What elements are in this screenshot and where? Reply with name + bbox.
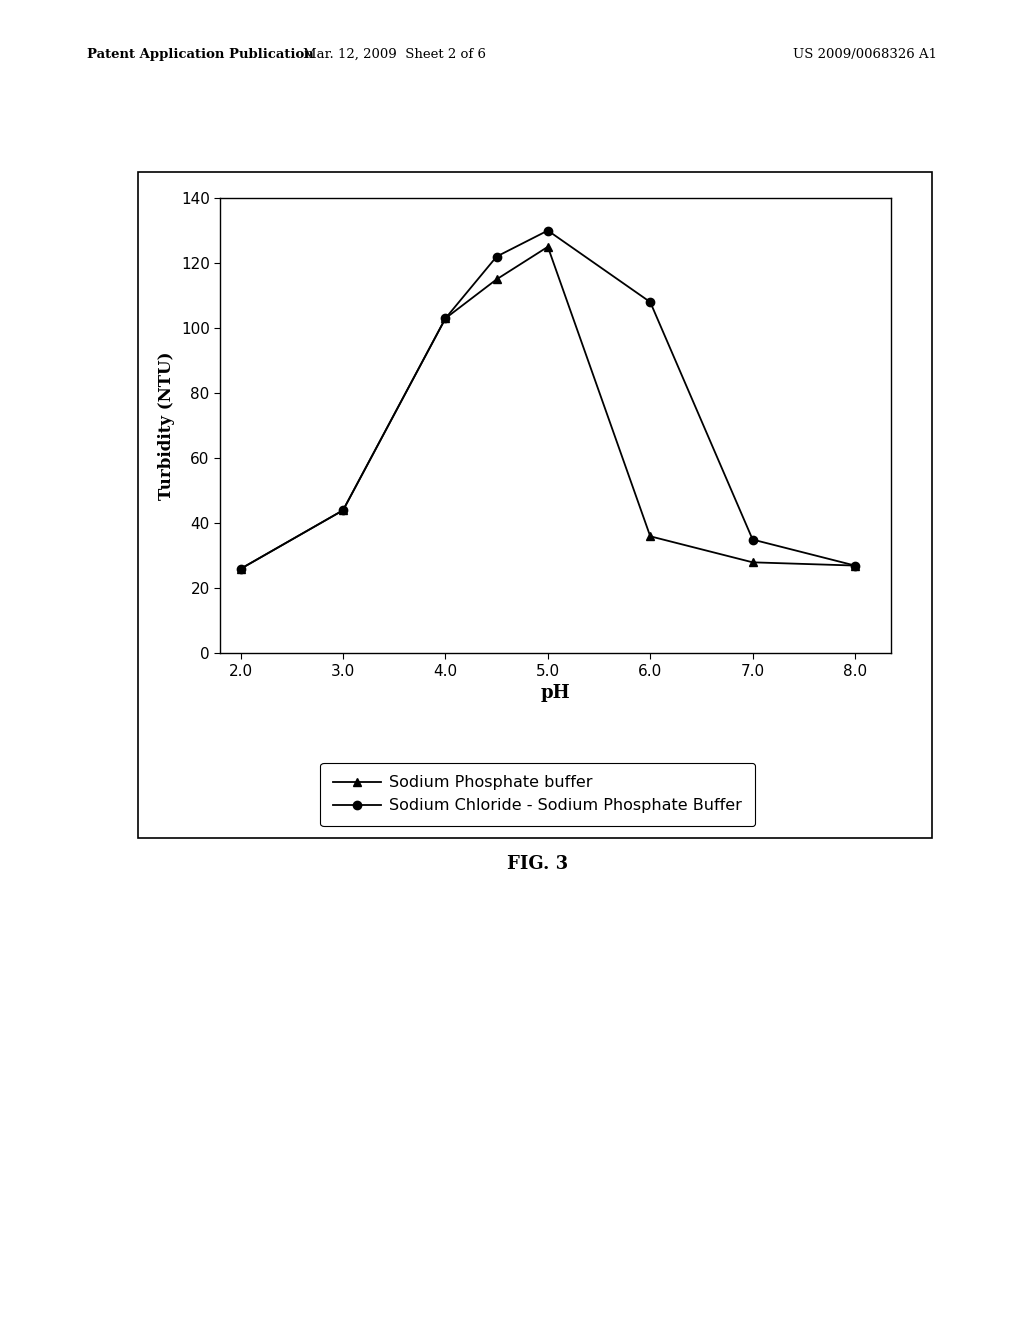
Sodium Phosphate buffer bbox=[644, 528, 656, 544]
Sodium Chloride - Sodium Phosphate Buffer bbox=[542, 223, 554, 239]
Line: Sodium Phosphate buffer: Sodium Phosphate buffer bbox=[237, 243, 859, 573]
Sodium Phosphate buffer bbox=[490, 272, 503, 288]
Sodium Chloride - Sodium Phosphate Buffer bbox=[234, 561, 247, 577]
Sodium Phosphate buffer bbox=[337, 503, 349, 519]
Sodium Phosphate buffer bbox=[439, 310, 452, 326]
Sodium Phosphate buffer bbox=[542, 239, 554, 255]
Text: Mar. 12, 2009  Sheet 2 of 6: Mar. 12, 2009 Sheet 2 of 6 bbox=[303, 48, 485, 61]
Line: Sodium Chloride - Sodium Phosphate Buffer: Sodium Chloride - Sodium Phosphate Buffe… bbox=[237, 226, 859, 573]
Sodium Phosphate buffer bbox=[234, 561, 247, 577]
Sodium Phosphate buffer bbox=[746, 554, 759, 570]
Sodium Chloride - Sodium Phosphate Buffer bbox=[746, 532, 759, 548]
Y-axis label: Turbidity (NTU): Turbidity (NTU) bbox=[159, 351, 175, 500]
Text: FIG. 3: FIG. 3 bbox=[507, 855, 568, 874]
Legend: Sodium Phosphate buffer, Sodium Chloride - Sodium Phosphate Buffer: Sodium Phosphate buffer, Sodium Chloride… bbox=[321, 763, 755, 826]
Text: US 2009/0068326 A1: US 2009/0068326 A1 bbox=[793, 48, 937, 61]
Sodium Chloride - Sodium Phosphate Buffer bbox=[644, 294, 656, 310]
Text: Patent Application Publication: Patent Application Publication bbox=[87, 48, 313, 61]
Sodium Chloride - Sodium Phosphate Buffer bbox=[490, 248, 503, 264]
Sodium Chloride - Sodium Phosphate Buffer bbox=[337, 503, 349, 519]
Sodium Chloride - Sodium Phosphate Buffer bbox=[439, 310, 452, 326]
Sodium Phosphate buffer bbox=[849, 557, 861, 573]
Sodium Chloride - Sodium Phosphate Buffer bbox=[849, 557, 861, 573]
X-axis label: pH: pH bbox=[541, 684, 570, 702]
